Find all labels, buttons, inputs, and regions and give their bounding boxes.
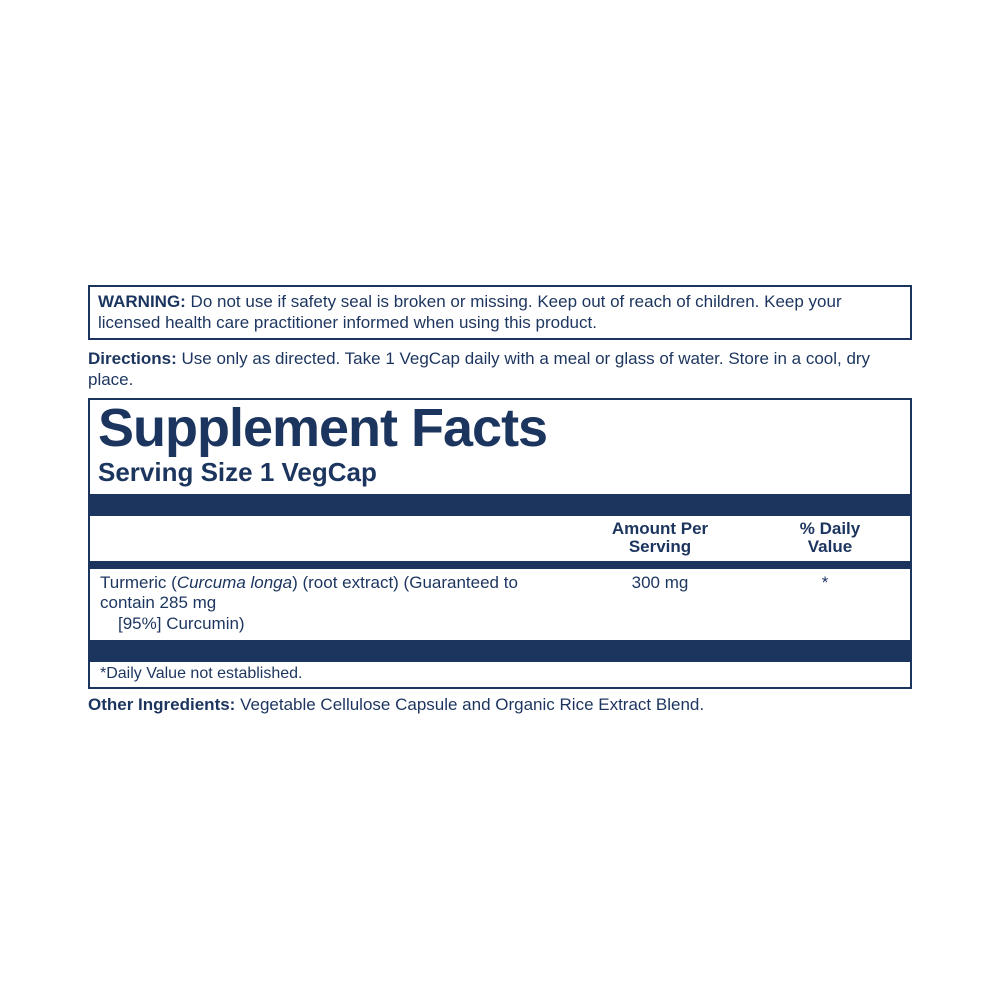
header-amount: Amount Per Serving — [570, 520, 750, 557]
supplement-label-panel: WARNING: Do not use if safety seal is br… — [88, 285, 912, 715]
supplement-facts-box: Supplement Facts Serving Size 1 VegCap A… — [88, 398, 912, 689]
serving-size: Serving Size 1 VegCap — [90, 457, 910, 494]
directions: Directions: Use only as directed. Take 1… — [88, 348, 912, 391]
supplement-facts-title: Supplement Facts — [90, 400, 910, 457]
ingredient-dv: * — [750, 573, 900, 634]
warning-text: Do not use if safety seal is broken or m… — [98, 292, 842, 332]
daily-value-footnote: *Daily Value not established. — [90, 662, 910, 687]
ingredient-row: Turmeric (Curcuma longa) (root extract) … — [90, 569, 910, 640]
other-ingredients-text: Vegetable Cellulose Capsule and Organic … — [235, 695, 704, 714]
warning-label: WARNING: — [98, 292, 186, 311]
directions-text: Use only as directed. Take 1 VegCap dail… — [88, 349, 870, 389]
header-daily-value: % Daily Value — [750, 520, 910, 557]
ingredient-amount: 300 mg — [570, 573, 750, 634]
warning-box: WARNING: Do not use if safety seal is br… — [88, 285, 912, 340]
other-ingredients: Other Ingredients: Vegetable Cellulose C… — [88, 689, 912, 715]
directions-label: Directions: — [88, 349, 177, 368]
column-headers: Amount Per Serving % Daily Value — [90, 516, 910, 561]
other-ingredients-label: Other Ingredients: — [88, 695, 235, 714]
ingredient-name: Turmeric (Curcuma longa) (root extract) … — [100, 573, 570, 634]
divider-bar-thin — [90, 561, 910, 569]
divider-bar-thick — [90, 494, 910, 516]
divider-bar-thick — [90, 640, 910, 662]
